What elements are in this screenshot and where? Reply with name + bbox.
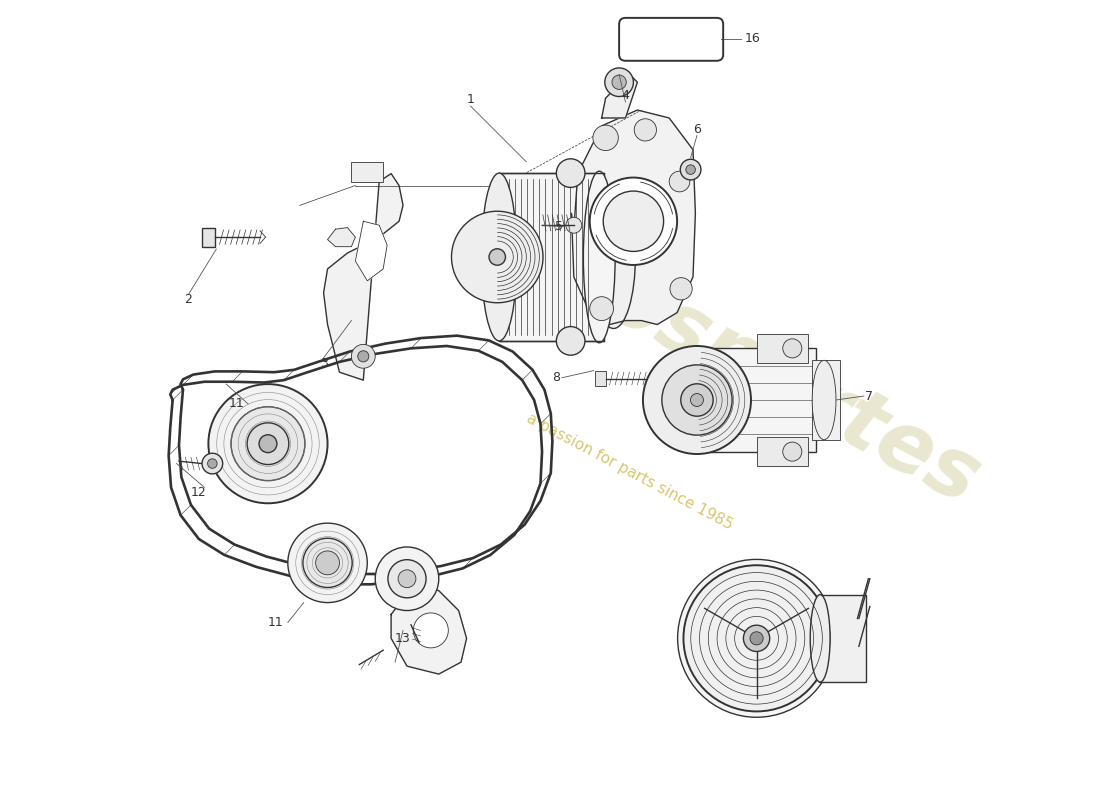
Circle shape xyxy=(557,159,585,187)
Circle shape xyxy=(744,625,770,651)
Text: 12: 12 xyxy=(191,486,207,499)
Circle shape xyxy=(375,547,439,610)
Text: 1: 1 xyxy=(466,93,474,106)
Circle shape xyxy=(351,344,375,368)
Circle shape xyxy=(680,159,701,180)
Text: 5: 5 xyxy=(554,220,563,234)
Circle shape xyxy=(248,423,289,465)
Polygon shape xyxy=(355,222,387,281)
Circle shape xyxy=(208,458,217,468)
Circle shape xyxy=(750,632,763,645)
Circle shape xyxy=(635,118,657,141)
Circle shape xyxy=(451,211,543,302)
Circle shape xyxy=(612,75,626,90)
Bar xyxy=(595,370,606,386)
Ellipse shape xyxy=(693,348,725,452)
Circle shape xyxy=(670,278,692,300)
Ellipse shape xyxy=(812,360,836,440)
Text: 11: 11 xyxy=(229,398,244,410)
Circle shape xyxy=(288,523,367,602)
Polygon shape xyxy=(328,228,355,246)
Circle shape xyxy=(590,297,614,321)
Circle shape xyxy=(565,218,582,233)
Circle shape xyxy=(605,68,634,97)
Text: 16: 16 xyxy=(745,32,760,45)
Bar xyxy=(499,173,604,341)
Circle shape xyxy=(316,551,340,574)
Circle shape xyxy=(202,454,222,474)
Bar xyxy=(202,228,215,246)
Bar xyxy=(708,348,816,452)
Circle shape xyxy=(603,191,663,251)
Polygon shape xyxy=(392,582,466,674)
Bar xyxy=(757,438,808,466)
Ellipse shape xyxy=(592,186,636,329)
Bar xyxy=(812,360,840,440)
Circle shape xyxy=(398,570,416,588)
Circle shape xyxy=(557,326,585,355)
Ellipse shape xyxy=(811,594,830,682)
Text: 2: 2 xyxy=(185,294,192,306)
Circle shape xyxy=(783,442,802,461)
Circle shape xyxy=(681,384,713,416)
Circle shape xyxy=(691,394,704,406)
Ellipse shape xyxy=(482,173,517,341)
Bar xyxy=(757,334,808,362)
Circle shape xyxy=(490,249,506,266)
Circle shape xyxy=(231,406,305,481)
Text: 13: 13 xyxy=(395,632,411,645)
Circle shape xyxy=(669,171,690,192)
Text: autosportes: autosportes xyxy=(455,184,993,521)
Circle shape xyxy=(358,350,368,362)
Circle shape xyxy=(678,559,836,718)
Text: 11: 11 xyxy=(268,616,284,629)
Text: 8: 8 xyxy=(552,371,560,384)
Circle shape xyxy=(783,339,802,358)
Circle shape xyxy=(642,346,751,454)
Polygon shape xyxy=(323,174,403,380)
Bar xyxy=(818,594,867,682)
Circle shape xyxy=(590,178,678,265)
Circle shape xyxy=(683,566,829,711)
Circle shape xyxy=(302,538,352,587)
Circle shape xyxy=(258,434,277,453)
Circle shape xyxy=(593,125,618,150)
Circle shape xyxy=(662,365,733,435)
Text: 7: 7 xyxy=(866,390,873,402)
Text: 6: 6 xyxy=(693,122,701,135)
Ellipse shape xyxy=(583,171,615,342)
Polygon shape xyxy=(602,74,637,118)
Text: 3: 3 xyxy=(320,357,328,370)
Circle shape xyxy=(686,165,695,174)
Polygon shape xyxy=(572,110,695,325)
Circle shape xyxy=(388,560,426,598)
Circle shape xyxy=(414,613,449,648)
Text: 4: 4 xyxy=(621,90,629,102)
Circle shape xyxy=(208,384,328,503)
Bar xyxy=(351,162,383,182)
Text: a passion for parts since 1985: a passion for parts since 1985 xyxy=(524,410,735,533)
